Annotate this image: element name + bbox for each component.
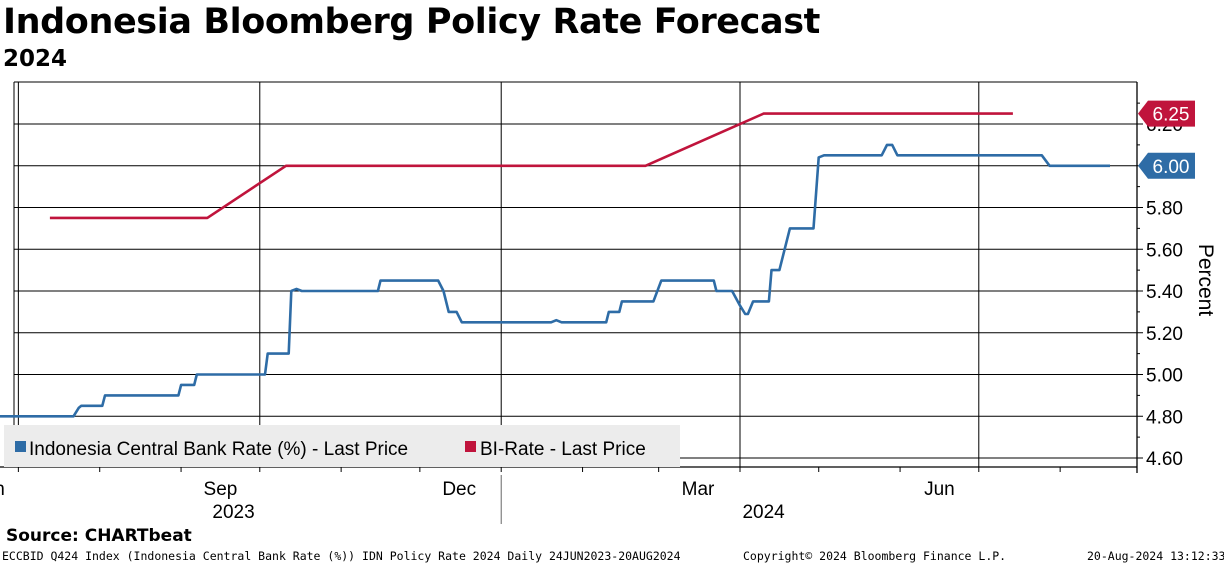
source-note: Source: CHARTbeat [6, 526, 192, 546]
legend: Indonesia Central Bank Rate (%) - Last P… [4, 425, 680, 467]
y-tick-label: 5.80 [1146, 199, 1183, 220]
y-axis-label: Percent [1194, 244, 1217, 317]
last-value-tag-0 [1138, 152, 1195, 179]
x-year-label: 2023 [212, 502, 254, 523]
legend-box [4, 425, 680, 467]
grid-layer [13, 81, 1137, 467]
x-year-label: 2024 [742, 502, 785, 523]
y-tick-label: 5.40 [1146, 282, 1183, 303]
y-tick-label: 5.00 [1146, 366, 1183, 387]
x-tick-label: Mar [682, 479, 715, 500]
x-tick-label: Jun [924, 479, 955, 500]
y-tick-label: 5.20 [1146, 324, 1183, 345]
x-tick-label: Sep [204, 479, 238, 500]
series-line-0 [0, 143, 1110, 418]
series-layer [0, 112, 1110, 418]
chart-subtitle: 2024 [3, 46, 68, 72]
series-line-1 [49, 112, 1013, 220]
y-tick-label: 4.80 [1146, 407, 1183, 428]
last-value-label-1: 6.25 [1153, 105, 1190, 126]
last-value-label-0: 6.00 [1153, 157, 1190, 178]
x-tick-label: Jun [0, 479, 5, 500]
y-tick-label: 4.60 [1146, 449, 1183, 470]
legend-swatch-1 [465, 441, 476, 452]
legend-label-1: BI-Rate - Last Price [480, 439, 646, 460]
axis-layer: 4.604.805.005.205.405.605.806.006.20JunS… [0, 82, 1217, 524]
legend-swatch-0 [15, 441, 26, 452]
footer-copyright: Copyright© 2024 Bloomberg Finance L.P. [743, 549, 1007, 563]
last-value-tag-1 [1138, 100, 1195, 127]
x-tick-label: Dec [442, 479, 476, 500]
footer-ticker-info: ECCBID Q424 Index (Indonesia Central Ban… [2, 549, 681, 563]
footer-timestamp: 20-Aug-2024 13:12:33 [1087, 549, 1224, 563]
y-tick-label: 5.60 [1146, 240, 1183, 261]
chart-title: Indonesia Bloomberg Policy Rate Forecast [3, 2, 820, 42]
legend-label-0: Indonesia Central Bank Rate (%) - Last P… [29, 439, 408, 460]
